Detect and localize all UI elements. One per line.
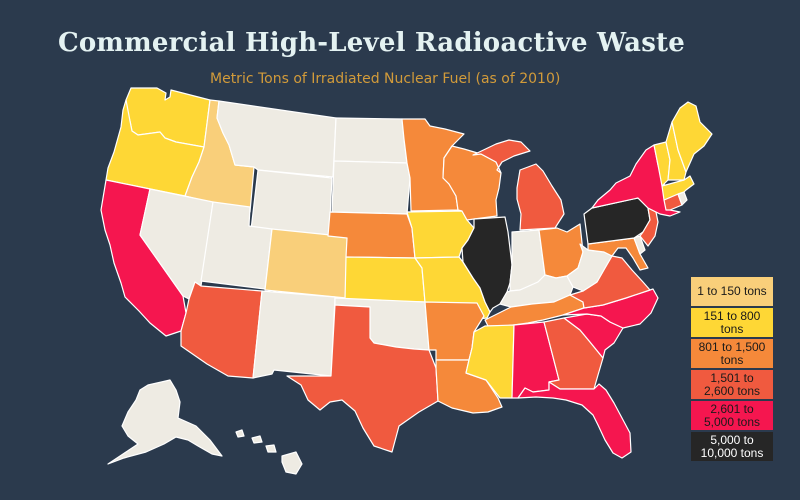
legend-item: 801 to 1,500 tons (691, 339, 773, 368)
legend-label: 1 to 150 tons (697, 284, 767, 298)
legend-item: 1 to 150 tons (691, 277, 773, 306)
legend-item: 2,601 to 5,000 tons (691, 401, 773, 430)
legend-label: 2,601 to 5,000 tons (703, 401, 761, 429)
state-illinois (461, 216, 513, 313)
state-kansas (344, 256, 426, 303)
state-texas (286, 304, 439, 453)
state-north-dakota (333, 117, 408, 164)
legend-label: 1,501 to 2,600 tons (703, 370, 761, 398)
state-alaska (107, 379, 223, 465)
state-massachusetts (661, 175, 695, 201)
map-title: Commercial High-Level Radioactive Waste (58, 28, 685, 58)
state-delaware (633, 235, 646, 255)
legend: 1 to 150 tons 151 to 800 tons 801 to 1,5… (691, 277, 773, 461)
state-south-dakota (331, 160, 411, 215)
state-colorado (264, 228, 351, 299)
legend-label: 5,000 to 10,000 tons (700, 432, 764, 460)
map-subtitle: Metric Tons of Irradiated Nuclear Fuel (… (210, 71, 561, 87)
state-hawaii (235, 429, 303, 475)
state-new-jersey (639, 207, 659, 247)
state-arizona (180, 281, 263, 379)
state-maine (671, 101, 713, 173)
legend-item: 1,501 to 2,600 tons (691, 370, 773, 399)
legend-item: 5,000 to 10,000 tons (691, 432, 773, 461)
state-michigan (472, 139, 565, 231)
legend-label: 151 to 800 tons (703, 308, 761, 336)
legend-label: 801 to 1,500 tons (698, 339, 766, 367)
state-new-mexico (252, 290, 336, 379)
state-florida (517, 381, 632, 459)
legend-item: 151 to 800 tons (691, 308, 773, 337)
